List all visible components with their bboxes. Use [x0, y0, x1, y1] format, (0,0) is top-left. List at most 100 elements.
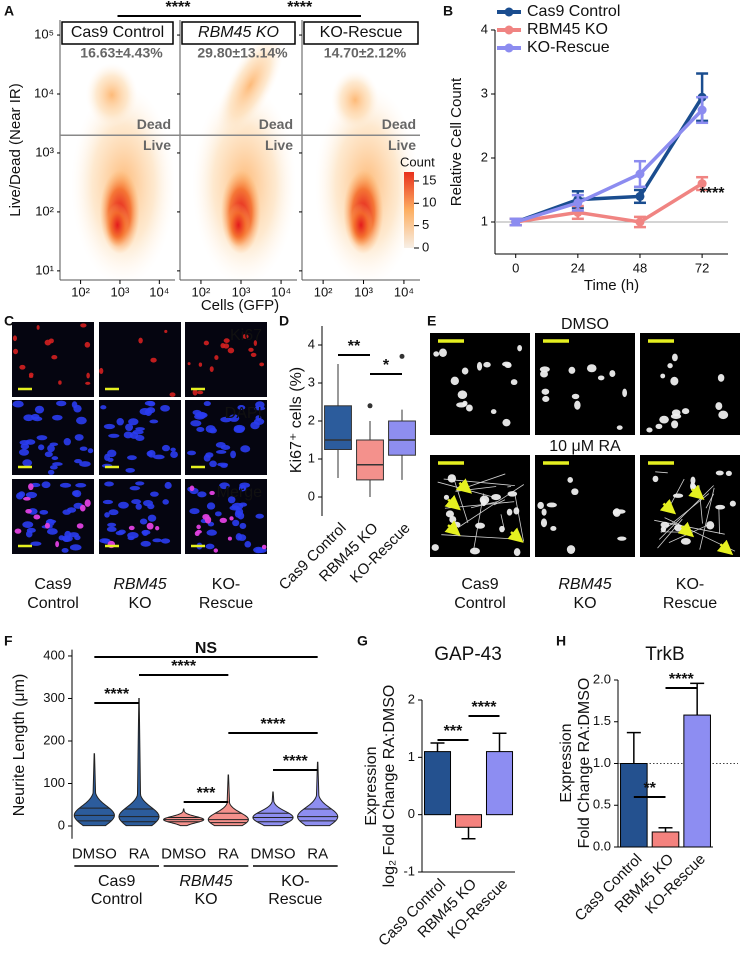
cell [152, 538, 162, 543]
colorbar-title: Count [400, 154, 435, 169]
y-axis-title: Fold Change RA:DMSO [576, 678, 593, 849]
cell [237, 534, 247, 541]
cell [155, 525, 160, 531]
cell [143, 499, 154, 507]
cell [74, 434, 84, 441]
cell [116, 417, 124, 426]
cell [261, 544, 267, 550]
bar [651, 831, 680, 848]
cell [450, 376, 459, 386]
y-tick-label: 2 [308, 412, 315, 427]
x-tick-label: RA [218, 846, 239, 863]
cell [107, 449, 117, 458]
cell [244, 541, 252, 548]
legend-label: Cas9 Control [527, 3, 620, 20]
arrow [444, 494, 461, 511]
neurite [655, 471, 668, 474]
cell [135, 481, 145, 486]
cell [240, 445, 251, 453]
row-label: Merge [217, 484, 262, 501]
cell [475, 522, 485, 529]
cell [574, 400, 581, 410]
cell [129, 485, 141, 491]
cell [671, 420, 679, 429]
cell [227, 347, 235, 354]
error-bar [492, 732, 507, 752]
significance-label: **** [287, 0, 313, 16]
cell [73, 404, 82, 413]
column-label: RBM45 [558, 576, 611, 593]
cell [476, 361, 483, 371]
cell [147, 514, 157, 522]
panel-title: RBM45 KO [198, 24, 279, 41]
column-label: KO- [676, 576, 704, 593]
y-tick-label: 3 [481, 85, 488, 100]
error-bar [430, 742, 445, 752]
neurite [493, 499, 506, 506]
cell [203, 340, 210, 346]
cell [715, 402, 723, 411]
micrograph [12, 322, 94, 397]
y-tick-label: 0 [58, 817, 65, 832]
cell [667, 363, 673, 369]
cell [597, 375, 605, 381]
cell [660, 521, 670, 528]
cell [652, 475, 659, 483]
cell [255, 415, 262, 421]
cell [150, 357, 157, 363]
cell [238, 502, 248, 507]
neurite [705, 493, 715, 509]
cell [194, 531, 200, 537]
error-bar [626, 731, 641, 764]
cell [443, 494, 450, 500]
density-cloud [216, 32, 284, 138]
cell [205, 543, 215, 550]
cell [28, 483, 34, 491]
point [635, 217, 645, 227]
cell [550, 526, 557, 531]
arrow [507, 527, 524, 543]
cell [617, 536, 627, 541]
colorbar [404, 172, 414, 248]
cell [227, 536, 232, 541]
x-axis-title: Time (h) [584, 277, 639, 294]
cell [118, 501, 129, 509]
cell [242, 334, 249, 339]
value-label: 16.63±4.43% [80, 45, 163, 61]
y-tick-label: 10² [35, 203, 54, 218]
cell [56, 400, 67, 407]
cell [220, 343, 226, 349]
cell [206, 529, 217, 536]
cell [25, 491, 38, 499]
cell [255, 513, 264, 519]
cell [12, 400, 24, 408]
point [635, 191, 645, 201]
y-tick-label: 2 [408, 691, 415, 706]
cell [571, 488, 579, 496]
cell [209, 490, 215, 496]
cell [170, 451, 178, 459]
y-axis-title: Neurite Length (μm) [11, 674, 28, 817]
panel-title: KO-Rescue [320, 24, 403, 41]
cell [46, 528, 58, 535]
density-core [105, 203, 130, 247]
panel-title: Cas9 Control [71, 24, 164, 41]
cell [36, 325, 40, 330]
panel-label: E [427, 313, 436, 329]
legend-label: RBM45 KO [527, 21, 608, 38]
cell [616, 425, 623, 430]
group-label: Rescue [268, 891, 322, 908]
cell [63, 437, 71, 446]
cell [671, 409, 681, 417]
cell [469, 547, 480, 555]
cell [80, 323, 87, 328]
cell [725, 470, 732, 477]
cell [189, 508, 200, 515]
cell [566, 545, 576, 554]
cell [131, 499, 142, 505]
cell [214, 355, 219, 361]
cell [44, 451, 53, 458]
y-tick-label: 1.0 [593, 755, 611, 770]
cell [129, 431, 139, 439]
